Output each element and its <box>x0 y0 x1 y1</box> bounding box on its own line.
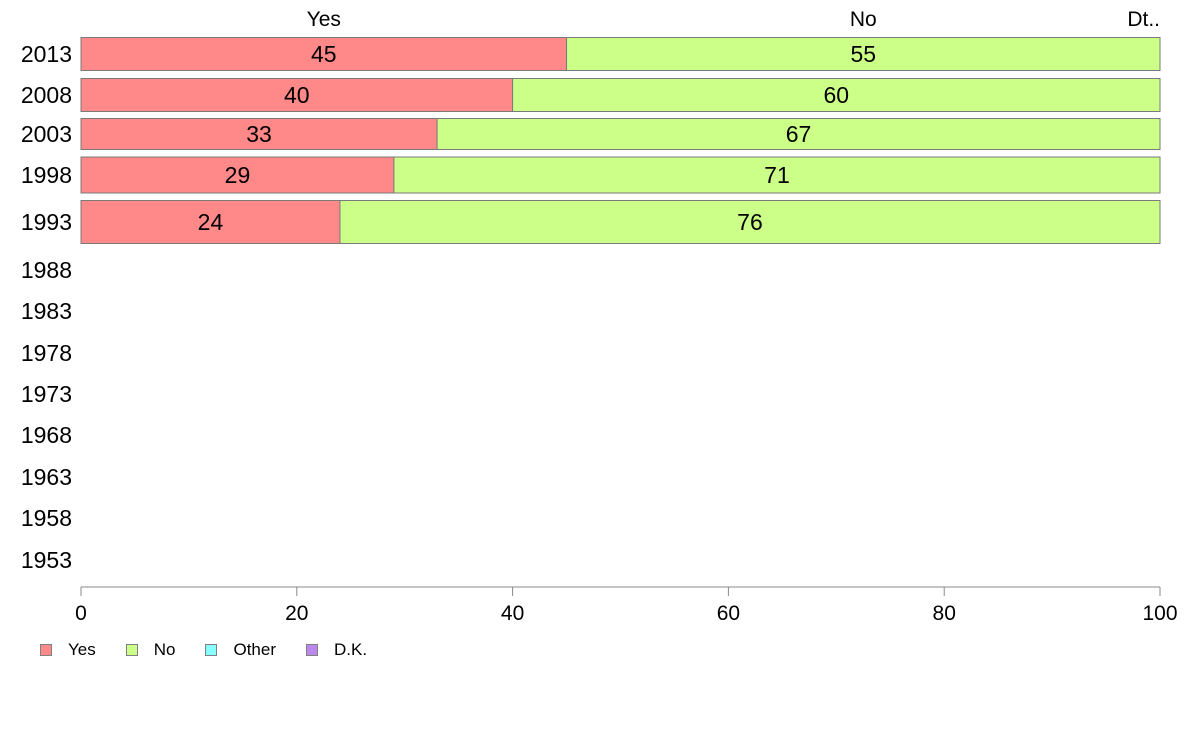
top-label-2: Dt.. <box>1127 8 1160 31</box>
category-label-1953: 1953 <box>21 547 72 573</box>
data-label-1998-yes: 29 <box>225 162 251 188</box>
bar-1998-yes <box>80 156 395 194</box>
data-label-2003-yes: 33 <box>246 121 272 147</box>
x-tick-label-60: 60 <box>717 602 740 625</box>
category-label-1993: 1993 <box>21 209 72 235</box>
category-label-1978: 1978 <box>21 340 72 366</box>
legend-label-other: Other <box>233 640 276 659</box>
data-label-2008-yes: 40 <box>284 82 310 108</box>
legend-label-no: No <box>153 640 176 659</box>
bar-2003-yes <box>80 118 438 150</box>
legend-swatch-dk <box>306 644 318 656</box>
x-tick-label-20: 20 <box>285 602 308 625</box>
legend-item-yes: Yes <box>40 640 96 660</box>
bar-2008-no <box>512 78 1161 112</box>
bar-2013-no <box>566 37 1161 71</box>
category-label-1958: 1958 <box>21 505 72 531</box>
category-label-2003: 2003 <box>21 121 72 147</box>
category-label-1973: 1973 <box>21 381 72 407</box>
bar-1993-yes <box>80 200 341 244</box>
x-tick-label-0: 0 <box>75 602 87 625</box>
category-label-2008: 2008 <box>21 82 72 108</box>
x-tick-label-100: 100 <box>1142 602 1177 625</box>
legend-label-yes: Yes <box>68 640 96 659</box>
bar-2008-yes <box>80 78 514 112</box>
data-label-1998-no: 71 <box>764 162 790 188</box>
top-label-1: No <box>850 8 877 31</box>
bar-1993-no <box>339 200 1161 244</box>
category-label-1998: 1998 <box>21 162 72 188</box>
category-label-2013: 2013 <box>21 41 72 67</box>
category-label-1963: 1963 <box>21 464 72 490</box>
data-label-2013-yes: 45 <box>311 41 337 67</box>
legend: Yes No Other D.K. <box>40 640 397 660</box>
legend-item-dk: D.K. <box>306 640 367 660</box>
legend-swatch-other <box>205 644 218 656</box>
x-tick-label-80: 80 <box>933 602 956 625</box>
data-label-2008-no: 60 <box>824 82 850 108</box>
legend-item-no: No <box>125 640 176 660</box>
stacked-bar-chart: 2013 2008 2003 1998 1993 1988 1983 1978 1973 1968… <box>21 8 1178 625</box>
x-tick-label-40: 40 <box>501 602 524 625</box>
legend-item-other: Other <box>205 640 276 660</box>
data-label-1993-no: 76 <box>737 209 763 235</box>
data-label-2003-no: 67 <box>786 121 812 147</box>
legend-swatch-yes <box>40 644 52 656</box>
legend-swatch-no <box>125 644 138 656</box>
bar-2003-no <box>436 118 1161 150</box>
bar-2013-yes <box>80 37 568 71</box>
category-label-1988: 1988 <box>21 257 72 283</box>
data-label-1993-yes: 24 <box>198 209 224 235</box>
category-label-1983: 1983 <box>21 298 72 324</box>
category-label-1968: 1968 <box>21 422 72 448</box>
data-label-2013-no: 55 <box>850 41 876 67</box>
top-label-0: Yes <box>307 8 341 31</box>
bar-1998-no <box>393 156 1161 194</box>
legend-label-dk: D.K. <box>334 640 368 659</box>
